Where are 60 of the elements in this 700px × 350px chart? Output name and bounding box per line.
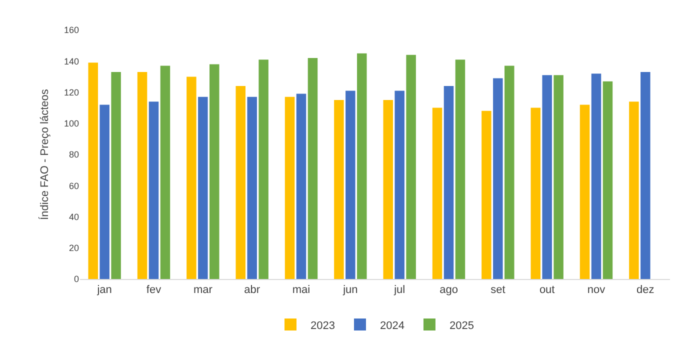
legend-label: 2024: [380, 320, 404, 332]
bar: [296, 94, 306, 279]
x-tick-label: mar: [193, 284, 213, 296]
bar: [406, 54, 416, 279]
bar: [284, 96, 295, 279]
x-tick-label: abr: [244, 284, 260, 296]
bar: [247, 96, 257, 279]
bar: [148, 102, 159, 279]
x-tick-label: mai: [292, 284, 310, 296]
legend-label: 2023: [310, 320, 335, 332]
bar: [530, 108, 540, 279]
bar: [554, 75, 564, 279]
bar: [160, 66, 170, 279]
bar: [308, 58, 318, 279]
bar: [591, 74, 602, 279]
legend-label: 2025: [449, 320, 474, 332]
x-tick-label: set: [490, 284, 506, 296]
bar: [357, 53, 367, 279]
x-tick-label: jan: [96, 284, 112, 296]
bar: [383, 100, 393, 279]
bar: [334, 100, 344, 279]
bar: [111, 72, 121, 279]
y-tick-label: 20: [68, 243, 79, 254]
y-tick-label: 0: [74, 274, 79, 284]
bar: [629, 102, 639, 279]
y-tick-label: 100: [64, 118, 79, 129]
bar: [100, 104, 110, 279]
bar: [640, 72, 650, 279]
bar: [504, 66, 514, 279]
bar: [602, 81, 613, 279]
x-tick-label: jun: [342, 284, 358, 296]
x-tick-label: out: [539, 284, 555, 296]
x-tick-label: ago: [440, 284, 458, 296]
bar: [236, 86, 246, 279]
y-axis-title: Índice FAO - Preço lácteos: [38, 88, 51, 220]
x-tick-label: dez: [636, 284, 654, 296]
bar: [198, 96, 208, 279]
y-tick-label: 80: [68, 150, 79, 160]
bar: [482, 110, 492, 279]
bar: [542, 75, 552, 279]
y-tick-label: 40: [68, 212, 79, 222]
bar: [455, 60, 466, 279]
bar: [394, 90, 404, 279]
bar: [137, 72, 148, 279]
x-tick-label: nov: [587, 284, 606, 296]
bar: [186, 76, 196, 279]
y-tick-label: 140: [64, 56, 79, 66]
bar: [346, 90, 356, 279]
bar: [88, 62, 98, 279]
bar: [580, 104, 590, 279]
bar: [258, 60, 268, 279]
x-tick-label: jul: [393, 284, 406, 296]
bar: [432, 108, 442, 279]
y-tick-label: 120: [64, 87, 79, 98]
y-tick-label: 60: [68, 180, 79, 191]
x-tick-label: fev: [146, 284, 162, 296]
bar: [210, 64, 220, 279]
bar: [493, 78, 503, 279]
y-tick-label: 160: [64, 25, 79, 36]
bar: [444, 86, 454, 279]
